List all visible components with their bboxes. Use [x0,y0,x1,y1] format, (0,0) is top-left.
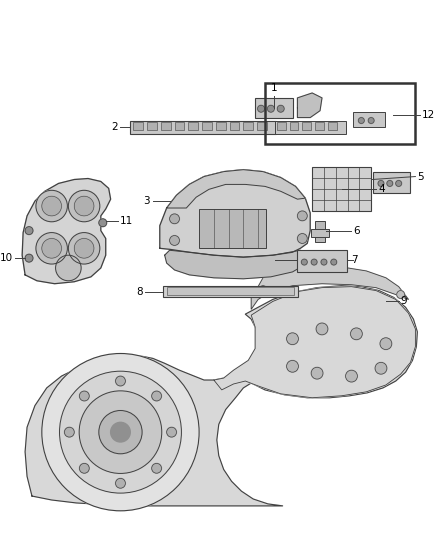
Circle shape [42,353,199,511]
Bar [290,123,298,131]
Circle shape [79,391,162,473]
Bar [275,120,346,134]
Text: 1: 1 [271,83,277,93]
Circle shape [258,106,265,112]
Circle shape [396,181,402,187]
Bar [199,209,266,248]
Text: 8: 8 [137,287,143,296]
Text: 3: 3 [143,196,150,206]
Circle shape [68,232,100,264]
Circle shape [301,259,307,265]
Bar [133,123,143,131]
Polygon shape [22,179,111,284]
Circle shape [42,238,61,258]
Circle shape [99,219,107,227]
Circle shape [397,290,405,298]
Circle shape [368,118,374,124]
Circle shape [79,463,89,473]
Circle shape [297,233,307,244]
Text: 4: 4 [378,184,385,195]
Circle shape [350,328,362,340]
Circle shape [358,118,364,124]
Circle shape [321,259,327,265]
Text: 12: 12 [422,110,435,119]
Circle shape [74,238,94,258]
Bar [302,123,311,131]
Text: 9: 9 [401,296,407,306]
Circle shape [297,211,307,221]
Circle shape [36,232,67,264]
Polygon shape [251,266,409,309]
Circle shape [36,190,67,222]
Bar [244,123,253,131]
Bar [161,123,171,131]
Circle shape [42,196,61,216]
Circle shape [170,236,180,245]
Bar [163,286,298,297]
Bar [230,123,240,131]
Polygon shape [165,251,307,279]
Circle shape [152,463,162,473]
Bar [265,83,415,144]
Bar [255,98,293,118]
Circle shape [111,422,130,442]
Bar [315,123,324,131]
Bar [202,123,212,131]
Circle shape [286,333,298,345]
Bar [353,112,385,127]
Circle shape [378,181,384,187]
Circle shape [311,259,317,265]
Polygon shape [160,169,310,257]
Circle shape [68,190,100,222]
Circle shape [79,391,89,401]
Polygon shape [25,286,417,506]
Circle shape [277,106,284,112]
Text: 10: 10 [0,253,13,263]
Circle shape [331,259,337,265]
Circle shape [116,478,125,488]
Circle shape [56,255,81,281]
Circle shape [74,196,94,216]
Bar [216,123,226,131]
Bar [188,123,198,131]
Circle shape [64,427,74,437]
Circle shape [60,371,181,493]
Text: 7: 7 [351,255,358,265]
Polygon shape [297,93,322,118]
Bar [315,221,325,243]
Bar [312,167,371,211]
Bar [328,123,337,131]
Bar [373,172,410,193]
Text: 11: 11 [120,216,133,226]
Bar [130,120,276,134]
Bar [311,229,329,237]
Text: 6: 6 [353,225,360,236]
Polygon shape [167,169,305,208]
Circle shape [167,427,177,437]
Bar [277,123,286,131]
Circle shape [259,286,267,294]
Circle shape [116,376,125,386]
Circle shape [316,323,328,335]
Circle shape [99,410,142,454]
Circle shape [286,360,298,372]
Circle shape [25,227,33,235]
Bar [297,251,346,272]
Circle shape [375,362,387,374]
Circle shape [268,106,274,112]
Bar [147,123,157,131]
Circle shape [152,391,162,401]
Circle shape [387,181,393,187]
Text: 5: 5 [417,172,424,182]
Bar [174,123,184,131]
Polygon shape [214,287,415,398]
Bar [257,123,267,131]
Circle shape [346,370,357,382]
Circle shape [311,367,323,379]
Circle shape [25,254,33,262]
Circle shape [170,214,180,224]
Bar [167,287,294,295]
Text: 2: 2 [111,123,117,132]
Circle shape [380,338,392,350]
